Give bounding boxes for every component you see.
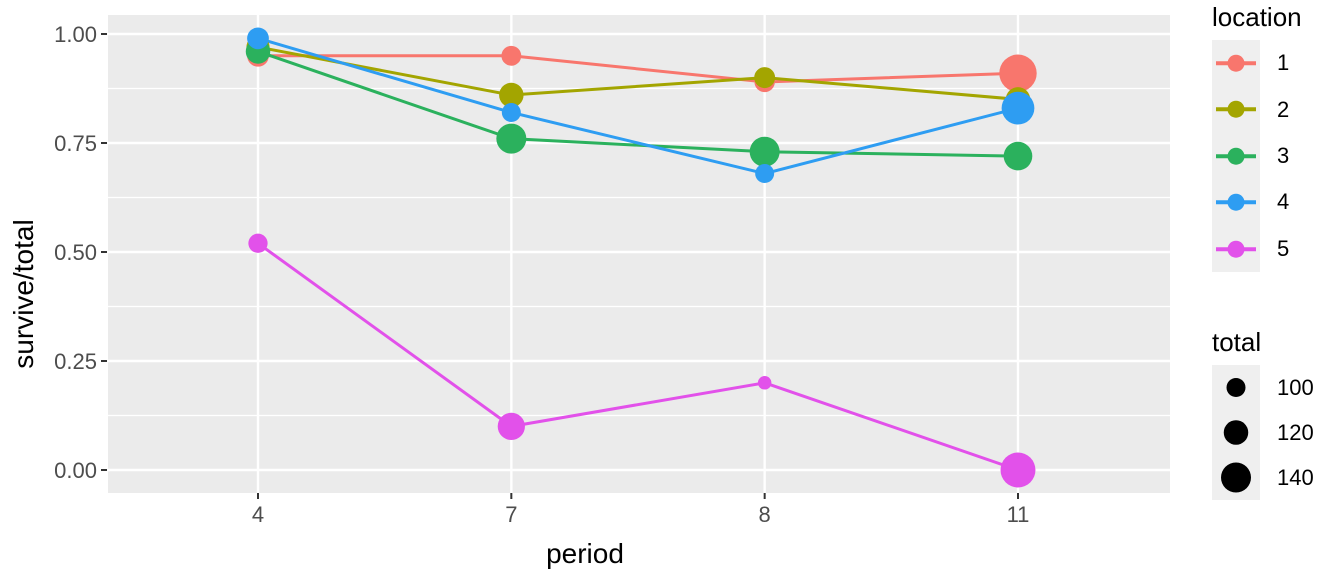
legend-item-location-2: 2 [1212, 86, 1344, 133]
legend-location-items: 1 2 3 4 5 [1212, 40, 1344, 272]
legend-total-items: 100 120 140 [1212, 365, 1344, 500]
legend-total: total 100 120 140 [1212, 327, 1344, 500]
y-tick-label: 0.00 [54, 458, 97, 483]
legend-item-location-5-label: 5 [1277, 235, 1290, 261]
legend-item-total-120-key-icon [1212, 410, 1260, 455]
data-point-loc3-p7 [496, 123, 527, 154]
y-tick-label: 1.00 [54, 22, 97, 47]
data-point-loc4-p4 [247, 27, 269, 50]
x-tick-label: 8 [759, 502, 771, 527]
legend-location-title: location [1212, 2, 1302, 32]
data-point-loc1-p11 [999, 54, 1037, 92]
legend-item-location-1-key-icon [1212, 40, 1260, 87]
legend-item-location-1: 1 [1212, 40, 1344, 87]
data-point-loc5-p11 [1000, 452, 1036, 488]
data-point-loc3-p11 [1003, 141, 1033, 171]
data-point-loc4-p11 [1001, 91, 1035, 125]
data-point-loc5-p7 [497, 412, 525, 441]
legend-item-location-2-label: 2 [1277, 96, 1290, 122]
data-point-loc5-p8 [757, 376, 772, 390]
x-tick-label: 4 [252, 502, 264, 527]
data-point-loc1-p7 [501, 45, 522, 66]
data-point-loc4-p8 [755, 164, 775, 184]
legend-item-total-140-label: 140 [1277, 464, 1314, 490]
series-line-3 [257, 50, 1019, 158]
legend-item-location-2-key-icon [1212, 86, 1260, 133]
y-tick-label: 0.50 [54, 240, 97, 265]
x-tick-label: 7 [505, 502, 517, 527]
legend-item-location-1-label: 1 [1277, 50, 1290, 76]
data-point-loc2-p7 [499, 82, 524, 108]
legend-item-location-3: 3 [1212, 132, 1344, 180]
y-tick-label: 0.75 [54, 131, 97, 156]
legend-item-total-100-key-icon [1212, 365, 1260, 410]
data-point-loc5-p4 [248, 233, 268, 253]
data-point-loc2-p8 [754, 67, 776, 89]
series-line-1 [258, 54, 1019, 84]
legend-total-title: total [1212, 327, 1262, 357]
y-tick-label: 0.25 [54, 349, 97, 374]
panel-background [108, 15, 1170, 493]
data-point-loc3-p8 [749, 136, 780, 167]
legend-location: location 1 2 3 4 5 [1212, 2, 1344, 272]
series-line-4 [257, 36, 1019, 176]
legend-item-total-140-key-icon [1212, 455, 1260, 500]
data-point-loc4-p7 [501, 102, 521, 122]
series-line-5 [257, 242, 1019, 472]
legend-item-location-3-label: 3 [1277, 142, 1290, 168]
x-tick-label: 11 [1007, 502, 1030, 527]
legend-item-location-4-label: 4 [1277, 189, 1290, 215]
legend-item-location-3-key-icon [1212, 132, 1260, 180]
legend-item-location-4-key-icon [1212, 179, 1260, 226]
legend-item-location-5: 5 [1212, 225, 1344, 272]
x-axis-title: period [546, 538, 624, 569]
legend-item-total-120: 120 [1212, 410, 1344, 455]
legend-item-total-140: 140 [1212, 455, 1344, 500]
legend-item-location-5-key-icon [1212, 225, 1260, 272]
series-line-2 [257, 45, 1019, 101]
legend-item-location-4: 4 [1212, 179, 1344, 226]
legend-item-total-100: 100 [1212, 365, 1344, 410]
y-axis-title-text: survive/total [8, 219, 39, 369]
legend-item-total-120-label: 120 [1277, 419, 1314, 445]
legend-item-total-100-label: 100 [1277, 374, 1314, 400]
y-axis-title: survive/total [8, 219, 40, 368]
